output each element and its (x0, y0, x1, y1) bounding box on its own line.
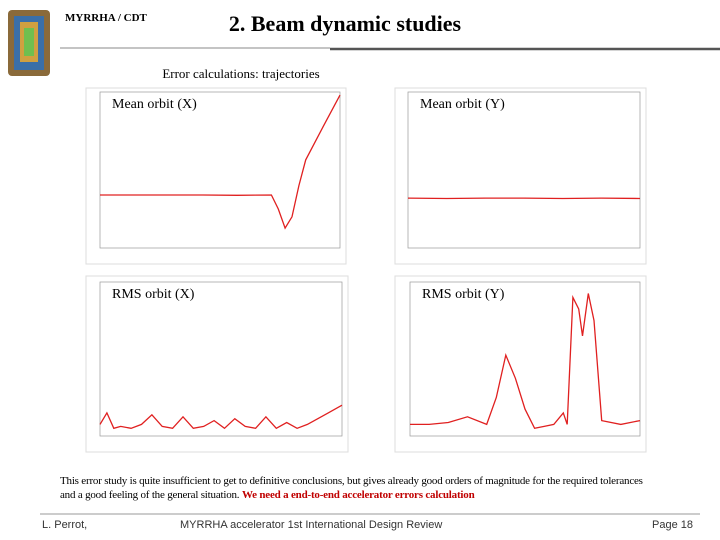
orbit-line (410, 293, 641, 430)
footer-page: Page 18 (652, 519, 693, 531)
orbit-line (99, 404, 343, 430)
body-text: This error study is quite insufficient t… (60, 474, 660, 502)
plot-frame (85, 275, 349, 453)
plot-frame (394, 275, 647, 453)
plot-area (99, 281, 343, 437)
footer-event: MYRRHA accelerator 1st International Des… (180, 519, 443, 531)
plot-frame (394, 87, 647, 265)
orbit-line (100, 94, 341, 230)
plot-area (99, 91, 341, 249)
plot-title: Mean orbit (X) (112, 97, 197, 112)
subtitle: Error calculations: trajectories (162, 66, 319, 81)
org: MYRRHA / CDT (65, 12, 148, 24)
plot-area (409, 281, 641, 437)
plot-title: Mean orbit (Y) (420, 97, 505, 112)
footer-author: L. Perrot, (42, 519, 88, 531)
logo (8, 10, 50, 76)
plot-title: RMS orbit (X) (112, 287, 195, 302)
body-paragraph: This error study is quite insufficient t… (60, 475, 643, 501)
body-emphasis: We need a end-to-end accelerator errors … (241, 489, 475, 501)
plot-title: RMS orbit (Y) (422, 287, 505, 302)
plot-frame (85, 87, 347, 265)
slide-title: 2. Beam dynamic studies (229, 11, 462, 36)
plot-area (407, 91, 641, 249)
